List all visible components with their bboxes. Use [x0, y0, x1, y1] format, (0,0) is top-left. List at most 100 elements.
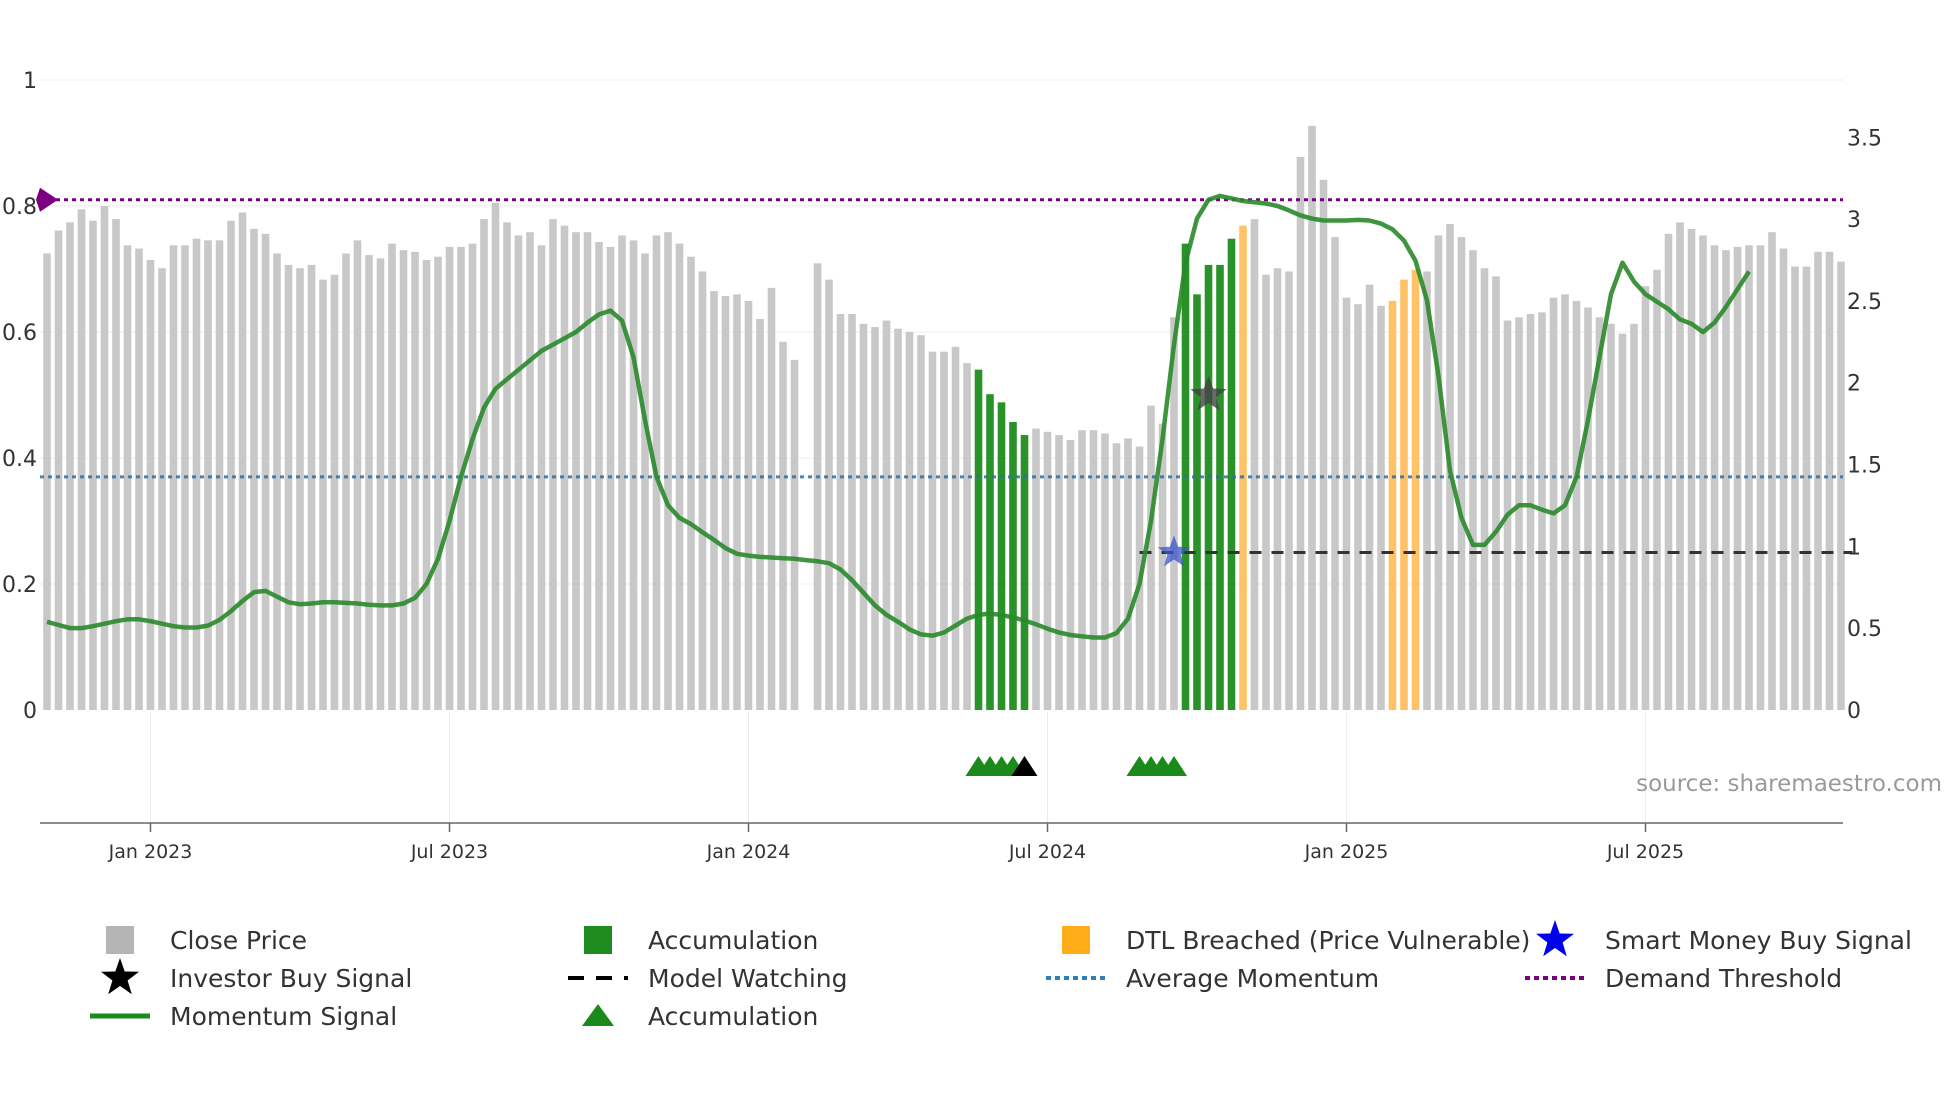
close-price-bar — [77, 209, 86, 711]
close-price-bar — [1584, 307, 1592, 710]
close-price-bar — [1779, 248, 1788, 710]
legend-label: Demand Threshold — [1605, 964, 1842, 993]
close-price-bar — [1745, 245, 1753, 711]
legend-label: Investor Buy Signal — [170, 964, 412, 993]
close-price-bar — [1526, 314, 1535, 710]
close-price-bar — [1101, 433, 1109, 710]
momentum-signal-line — [46, 193, 1751, 640]
accumulation-bar — [997, 402, 1006, 710]
close-price-bar — [951, 346, 960, 710]
close-price-bar — [514, 235, 523, 711]
close-price-bar — [1434, 235, 1443, 711]
close-price-bar — [319, 279, 327, 710]
close-price-bar — [825, 279, 833, 710]
legend-item: Close Price — [106, 926, 307, 955]
close-price-bar — [1124, 438, 1132, 710]
close-price-bar — [1308, 125, 1316, 711]
legend: Close Price Accumulation DTL Breached (Pri… — [90, 920, 1912, 1031]
legend-item: Model Watching — [568, 964, 848, 993]
right-tick-label: 1 — [1847, 535, 1861, 560]
close-price-bar — [1664, 233, 1673, 710]
close-price-bar — [1342, 297, 1351, 710]
close-price-bar — [928, 351, 937, 710]
dtl-breached-bar — [1400, 279, 1408, 710]
close-price-bar — [1630, 323, 1638, 710]
close-price-bar — [89, 220, 97, 710]
legend-item: Momentum Signal — [90, 1002, 397, 1031]
close-price-bar — [894, 328, 902, 710]
close-price-bar — [1285, 271, 1293, 710]
close-price-bar — [445, 246, 454, 710]
axes: Jan 2023 Jul 2023 Jan 2024 Jul 2024 Jan 2025… — [2, 69, 1882, 863]
x-tick-label: Jan 2023 — [108, 841, 193, 863]
close-price-bar — [779, 341, 787, 710]
close-price-bar — [526, 232, 534, 710]
close-price-bar — [261, 233, 270, 710]
close-price-bar — [1791, 266, 1799, 710]
close-price-bar — [273, 253, 281, 711]
close-price-bar — [1825, 251, 1834, 710]
close-price-bar — [1273, 268, 1282, 710]
accumulation-bar — [1020, 435, 1029, 710]
close-price-bar — [1653, 269, 1661, 710]
close-price-bar — [330, 274, 339, 710]
accumulation-bar — [974, 369, 983, 710]
close-price-bar — [491, 202, 500, 710]
close-price-bar — [583, 232, 592, 710]
close-price-bar — [1423, 271, 1431, 710]
close-price-bar — [1147, 405, 1155, 710]
close-price-bar — [1837, 261, 1845, 710]
close-price-bar — [698, 271, 707, 710]
close-price-bar — [710, 291, 718, 710]
close-price-bar — [1078, 430, 1086, 710]
legend-item: Smart Money Buy Signal — [1536, 920, 1912, 957]
close-price-bar — [123, 245, 132, 711]
close-price-bar — [43, 253, 51, 711]
accumulation-bar — [1227, 238, 1236, 710]
close-price-bar — [1687, 228, 1696, 710]
right-tick-label: 1.5 — [1847, 454, 1882, 479]
legend-label: Momentum Signal — [170, 1002, 397, 1031]
close-price-bar — [560, 225, 569, 711]
legend-accumulation-triangle — [582, 1004, 614, 1026]
left-tick-label: 0.4 — [2, 447, 37, 472]
legend-item: Investor Buy Signal — [101, 958, 412, 995]
close-price-bar — [1170, 317, 1178, 710]
close-price-bar — [1365, 284, 1374, 710]
close-price-bar — [1089, 430, 1098, 710]
close-price-bar — [572, 232, 580, 710]
accumulation-bar — [1193, 294, 1201, 710]
close-price-bar — [744, 300, 753, 710]
close-price-bar — [169, 245, 178, 711]
close-price-bar — [1043, 431, 1052, 710]
close-price-bar — [917, 335, 925, 710]
right-tick-label: 2 — [1847, 372, 1861, 397]
close-price-bar — [1055, 435, 1063, 710]
x-tick-label: Jul 2025 — [1606, 841, 1684, 863]
close-price-bar — [1066, 440, 1075, 710]
close-price-bar — [1641, 286, 1650, 710]
close-price-bar — [687, 256, 695, 710]
close-price-bar — [1457, 237, 1466, 710]
close-price-bar — [733, 294, 741, 710]
x-tick-label: Jul 2024 — [1008, 841, 1086, 863]
close-price-bar — [227, 220, 235, 710]
close-price-bar — [1549, 297, 1558, 710]
close-price-bar — [790, 359, 799, 710]
legend-accumulation-swatch — [584, 926, 612, 954]
close-price-bar — [629, 240, 638, 710]
accumulation-triangle — [1161, 756, 1187, 776]
legend-label: Accumulation — [648, 926, 818, 955]
close-price-bar — [250, 228, 258, 710]
legend-close-swatch — [106, 926, 134, 954]
left-tick-label: 0.8 — [2, 195, 37, 220]
right-tick-label: 3.5 — [1847, 126, 1882, 151]
legend-item: Demand Threshold — [1525, 964, 1842, 993]
close-price-bar — [1676, 222, 1684, 710]
right-tick-label: 2.5 — [1847, 290, 1882, 315]
close-price-bar — [1480, 268, 1489, 710]
close-price-bar — [192, 238, 201, 710]
smart-money-buy-star — [1157, 535, 1191, 567]
legend-item: Average Momentum — [1046, 964, 1379, 993]
close-price-bar — [342, 253, 350, 711]
